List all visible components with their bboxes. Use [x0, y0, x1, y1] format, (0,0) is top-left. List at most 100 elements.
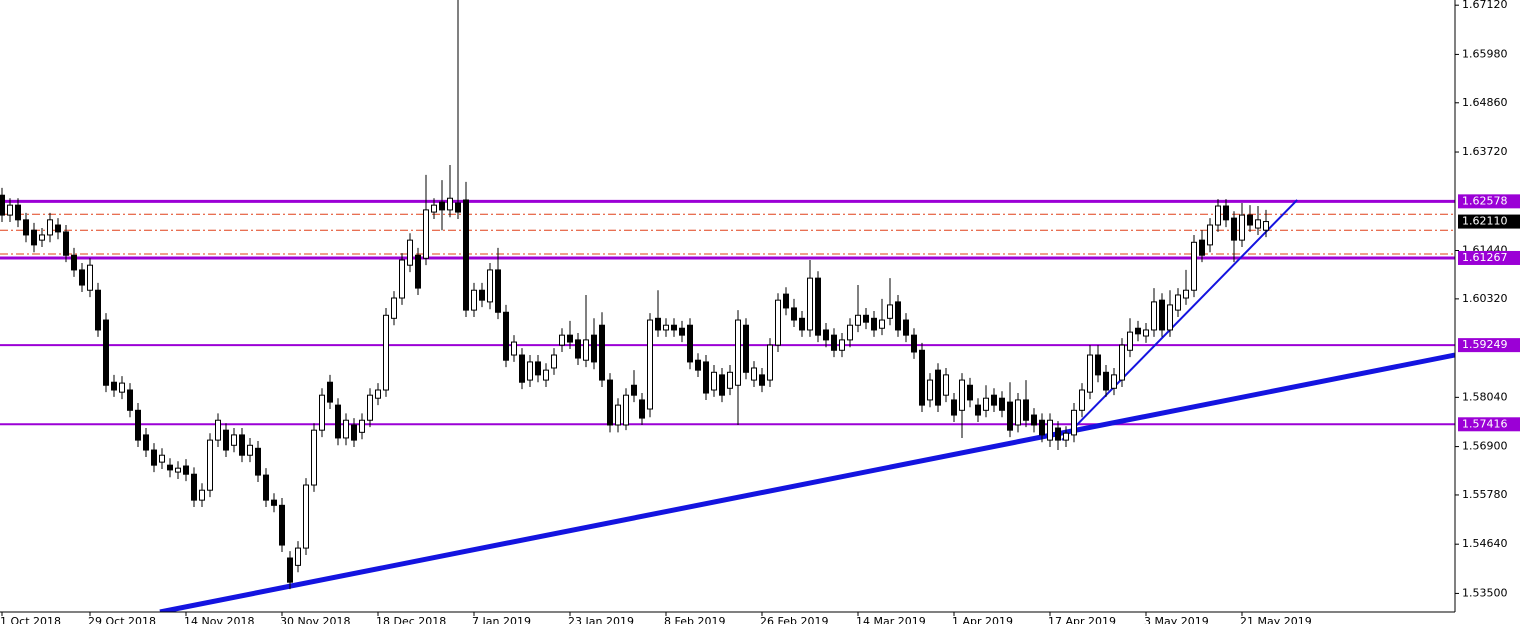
bear-candle-body — [679, 327, 685, 336]
bull-candle-body — [751, 367, 757, 381]
bull-candle-body — [311, 429, 317, 486]
bear-candle-body — [1199, 239, 1205, 256]
y-tick-label: 1.55780 — [1462, 488, 1508, 501]
x-tick-label: 8 Feb 2019 — [664, 615, 725, 624]
bear-candle-body — [183, 465, 189, 475]
bear-candle-body — [759, 374, 765, 386]
y-tick-label: 1.54640 — [1462, 537, 1508, 550]
bull-candle-body — [847, 324, 853, 341]
bear-candle-body — [351, 424, 357, 441]
bear-candle-body — [951, 399, 957, 416]
bear-candle-body — [111, 381, 117, 391]
bull-candle-body — [399, 259, 405, 299]
y-tick-label: 1.65980 — [1462, 47, 1508, 60]
current-price-label: 1.62110 — [1462, 215, 1508, 228]
level-label-box — [1458, 250, 1520, 265]
bear-candle-body — [815, 277, 821, 336]
bull-candle-body — [295, 547, 301, 566]
trendline — [1061, 199, 1298, 441]
bear-candle-body — [687, 324, 693, 363]
bull-candle-body — [959, 379, 965, 411]
bull-candle-body — [343, 419, 349, 439]
bull-candle-body — [231, 434, 237, 446]
bear-candle-body — [71, 254, 77, 271]
bear-candle-body — [55, 224, 61, 233]
bull-candle-body — [511, 341, 517, 356]
x-tick-label: 14 Nov 2018 — [184, 615, 254, 624]
bear-candle-body — [607, 379, 613, 426]
x-tick-label: 18 Dec 2018 — [376, 615, 446, 624]
bull-candle-body — [879, 319, 885, 329]
bull-candle-body — [1263, 221, 1269, 231]
bear-candle-body — [639, 399, 645, 419]
bull-candle-body — [303, 484, 309, 549]
bull-candle-body — [711, 371, 717, 391]
bull-candle-body — [807, 277, 813, 331]
bear-candle-body — [223, 429, 229, 451]
bear-candle-body — [127, 389, 133, 411]
bull-candle-body — [367, 394, 373, 421]
bear-candle-body — [1247, 214, 1253, 226]
bear-candle-body — [799, 317, 805, 331]
bull-candle-body — [551, 354, 557, 369]
bull-candle-body — [359, 419, 365, 433]
x-tick-label: 26 Feb 2019 — [760, 615, 828, 624]
bear-candle-body — [631, 384, 637, 396]
trendline — [159, 352, 1455, 612]
bear-candle-body — [895, 301, 901, 331]
bear-candle-body — [1103, 371, 1109, 391]
y-tick-label: 1.63720 — [1462, 145, 1508, 158]
bear-candle-body — [1031, 414, 1037, 426]
x-tick-label: 14 Mar 2019 — [856, 615, 926, 624]
bear-candle-body — [135, 409, 141, 441]
y-tick-label: 1.64860 — [1462, 96, 1508, 109]
bear-candle-body — [695, 359, 701, 371]
bear-candle-body — [719, 374, 725, 396]
bear-candle-body — [1135, 327, 1141, 335]
bear-candle-body — [823, 329, 829, 341]
bull-candle-body — [1079, 389, 1085, 411]
bear-candle-body — [23, 219, 29, 236]
bull-candle-body — [1255, 219, 1261, 229]
bull-candle-body — [87, 264, 93, 291]
plot-area — [0, 0, 1455, 612]
bull-candle-body — [775, 299, 781, 346]
bear-candle-body — [0, 194, 5, 216]
bear-candle-body — [63, 231, 69, 256]
level-label-box — [1458, 338, 1520, 353]
bear-candle-body — [783, 293, 789, 309]
bear-candle-body — [31, 229, 37, 246]
bull-candle-body — [247, 444, 253, 456]
bull-candle-body — [383, 314, 389, 391]
bear-candle-body — [967, 384, 973, 401]
bear-candle-body — [999, 397, 1005, 411]
y-tick-label: 1.56900 — [1462, 440, 1508, 453]
bull-candle-body — [1119, 344, 1125, 381]
bull-candle-body — [943, 374, 949, 396]
bear-candle-body — [1055, 427, 1061, 441]
bull-candle-body — [1175, 294, 1181, 311]
bear-candle-body — [455, 202, 461, 213]
bull-candle-body — [1183, 289, 1189, 299]
bear-candle-body — [415, 254, 421, 289]
bull-candle-body — [855, 314, 861, 326]
bull-candle-body — [375, 389, 381, 399]
bear-candle-body — [703, 361, 709, 394]
y-tick-label: 1.58040 — [1462, 390, 1508, 403]
bear-candle-body — [519, 354, 525, 383]
bear-candle-body — [1007, 401, 1013, 431]
bear-candle-body — [671, 324, 677, 331]
bull-candle-body — [47, 219, 53, 236]
bull-candle-body — [175, 467, 181, 473]
y-tick-label: 1.67120 — [1462, 0, 1508, 11]
bull-candle-body — [215, 419, 221, 441]
bear-candle-body — [1039, 419, 1045, 436]
y-tick-label: 1.60320 — [1462, 292, 1508, 305]
bull-candle-body — [623, 394, 629, 426]
bear-candle-body — [327, 381, 333, 403]
bear-candle-body — [15, 204, 21, 221]
bull-candle-body — [887, 304, 893, 319]
level-label-box — [1458, 417, 1520, 432]
bull-candle-body — [1111, 374, 1117, 389]
bull-candle-body — [927, 379, 933, 401]
